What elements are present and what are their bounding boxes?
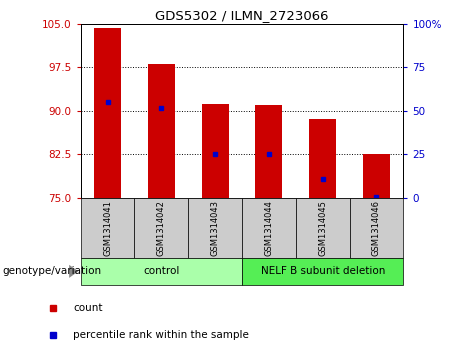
Text: GSM1314045: GSM1314045 [318, 200, 327, 256]
Bar [148, 64, 175, 198]
Bar [135, 198, 188, 258]
Bar [188, 198, 242, 258]
Bar [201, 104, 229, 198]
Bar [363, 154, 390, 198]
Text: count: count [73, 303, 103, 313]
Text: GSM1314041: GSM1314041 [103, 200, 112, 256]
Polygon shape [69, 265, 78, 278]
Text: NELF B subunit deletion: NELF B subunit deletion [260, 266, 385, 276]
Text: genotype/variation: genotype/variation [2, 266, 101, 276]
Bar [309, 119, 336, 198]
Bar [296, 198, 349, 258]
Bar [81, 198, 135, 258]
Bar [242, 258, 403, 285]
Text: GSM1314044: GSM1314044 [265, 200, 273, 256]
Title: GDS5302 / ILMN_2723066: GDS5302 / ILMN_2723066 [155, 9, 329, 23]
Text: GSM1314043: GSM1314043 [211, 200, 219, 256]
Text: control: control [143, 266, 179, 276]
Bar [255, 105, 282, 198]
Text: GSM1314042: GSM1314042 [157, 200, 166, 256]
Bar [81, 258, 242, 285]
Text: GSM1314046: GSM1314046 [372, 200, 381, 256]
Bar [94, 28, 121, 198]
Text: percentile rank within the sample: percentile rank within the sample [73, 330, 249, 340]
Bar [349, 198, 403, 258]
Bar [242, 198, 296, 258]
